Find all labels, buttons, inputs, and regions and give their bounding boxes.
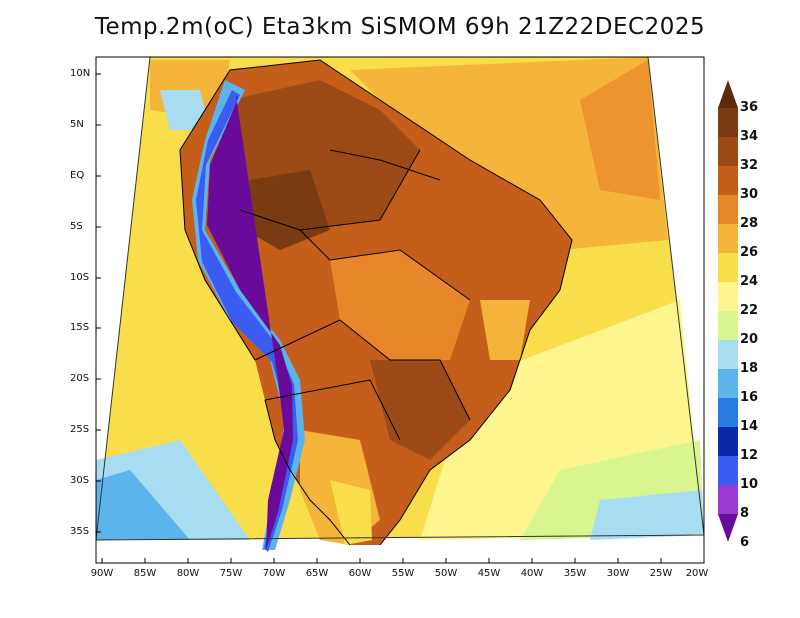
- legend-label-20: 20: [740, 332, 759, 347]
- lat-label-30s: 30S: [70, 475, 90, 486]
- lat-label-10s: 10S: [70, 272, 90, 283]
- lat-label-25s: 25S: [70, 424, 90, 435]
- legend-swatch: [718, 427, 738, 456]
- legend-label-24: 24: [740, 274, 759, 289]
- legend-label-34: 34: [740, 129, 759, 144]
- legend-label-32: 32: [740, 158, 759, 173]
- lat-label-5n: 5N: [70, 119, 84, 130]
- axes-box: [95, 56, 705, 564]
- legend-swatch: [718, 195, 738, 224]
- lon-label-45w: 45W: [477, 568, 501, 579]
- legend-swatch: [718, 369, 738, 398]
- lon-label-70w: 70W: [262, 568, 286, 579]
- legend-swatch: [718, 166, 738, 195]
- lat-label-20s: 20S: [70, 373, 90, 384]
- map-title: Temp.2m(oC) Eta3km SiSMOM 69h 21Z22DEC20…: [94, 14, 706, 40]
- legend-label-16: 16: [740, 390, 759, 405]
- lon-label-50w: 50W: [434, 568, 458, 579]
- legend-swatch: [718, 398, 738, 427]
- legend-bottom-arrow: [718, 514, 738, 542]
- legend-label-26: 26: [740, 245, 759, 260]
- legend-label-14: 14: [740, 419, 759, 434]
- legend-swatch: [718, 282, 738, 311]
- lat-label-5s: 5S: [70, 221, 83, 232]
- legend-label-18: 18: [740, 361, 759, 376]
- lon-label-30w: 30W: [606, 568, 630, 579]
- legend-label-8: 8: [740, 506, 750, 521]
- legend-label-36: 36: [740, 100, 759, 115]
- borders: [179, 59, 573, 546]
- legend-swatch: [718, 253, 738, 282]
- legend-swatch: [718, 137, 738, 166]
- lon-label-60w: 60W: [348, 568, 372, 579]
- legend-swatch: [718, 456, 738, 485]
- lon-label-75w: 75W: [219, 568, 243, 579]
- lon-label-85w: 85W: [133, 568, 157, 579]
- legend-swatch: [718, 224, 738, 253]
- lon-label-65w: 65W: [305, 568, 329, 579]
- lon-label-90w: 90W: [90, 568, 114, 579]
- legend-label-6: 6: [740, 535, 750, 550]
- legend-label-12: 12: [740, 448, 759, 463]
- legend-swatch: [718, 340, 738, 369]
- lon-label-20w: 20W: [685, 568, 709, 579]
- lon-label-40w: 40W: [520, 568, 544, 579]
- legend-top-arrow: [718, 80, 738, 108]
- color-legend: [718, 80, 738, 542]
- legend-label-22: 22: [740, 303, 759, 318]
- tick-marks: [96, 73, 705, 563]
- andes-ridge: [192, 80, 305, 552]
- lat-label-35s: 35S: [70, 526, 90, 537]
- lon-label-55w: 55W: [391, 568, 415, 579]
- lat-label-10n: 10N: [70, 68, 91, 79]
- lat-label-15s: 15S: [70, 322, 90, 333]
- legend-swatches: [718, 80, 738, 542]
- legend-label-10: 10: [740, 477, 759, 492]
- continent: [180, 60, 572, 545]
- legend-swatch: [718, 485, 738, 514]
- lat-label-eq: EQ: [70, 170, 85, 181]
- legend-swatch: [718, 108, 738, 137]
- legend-label-30: 30: [740, 187, 759, 202]
- legend-label-28: 28: [740, 216, 759, 231]
- legend-swatch: [718, 311, 738, 340]
- lon-label-25w: 25W: [649, 568, 673, 579]
- lon-label-35w: 35W: [563, 568, 587, 579]
- lon-label-80w: 80W: [176, 568, 200, 579]
